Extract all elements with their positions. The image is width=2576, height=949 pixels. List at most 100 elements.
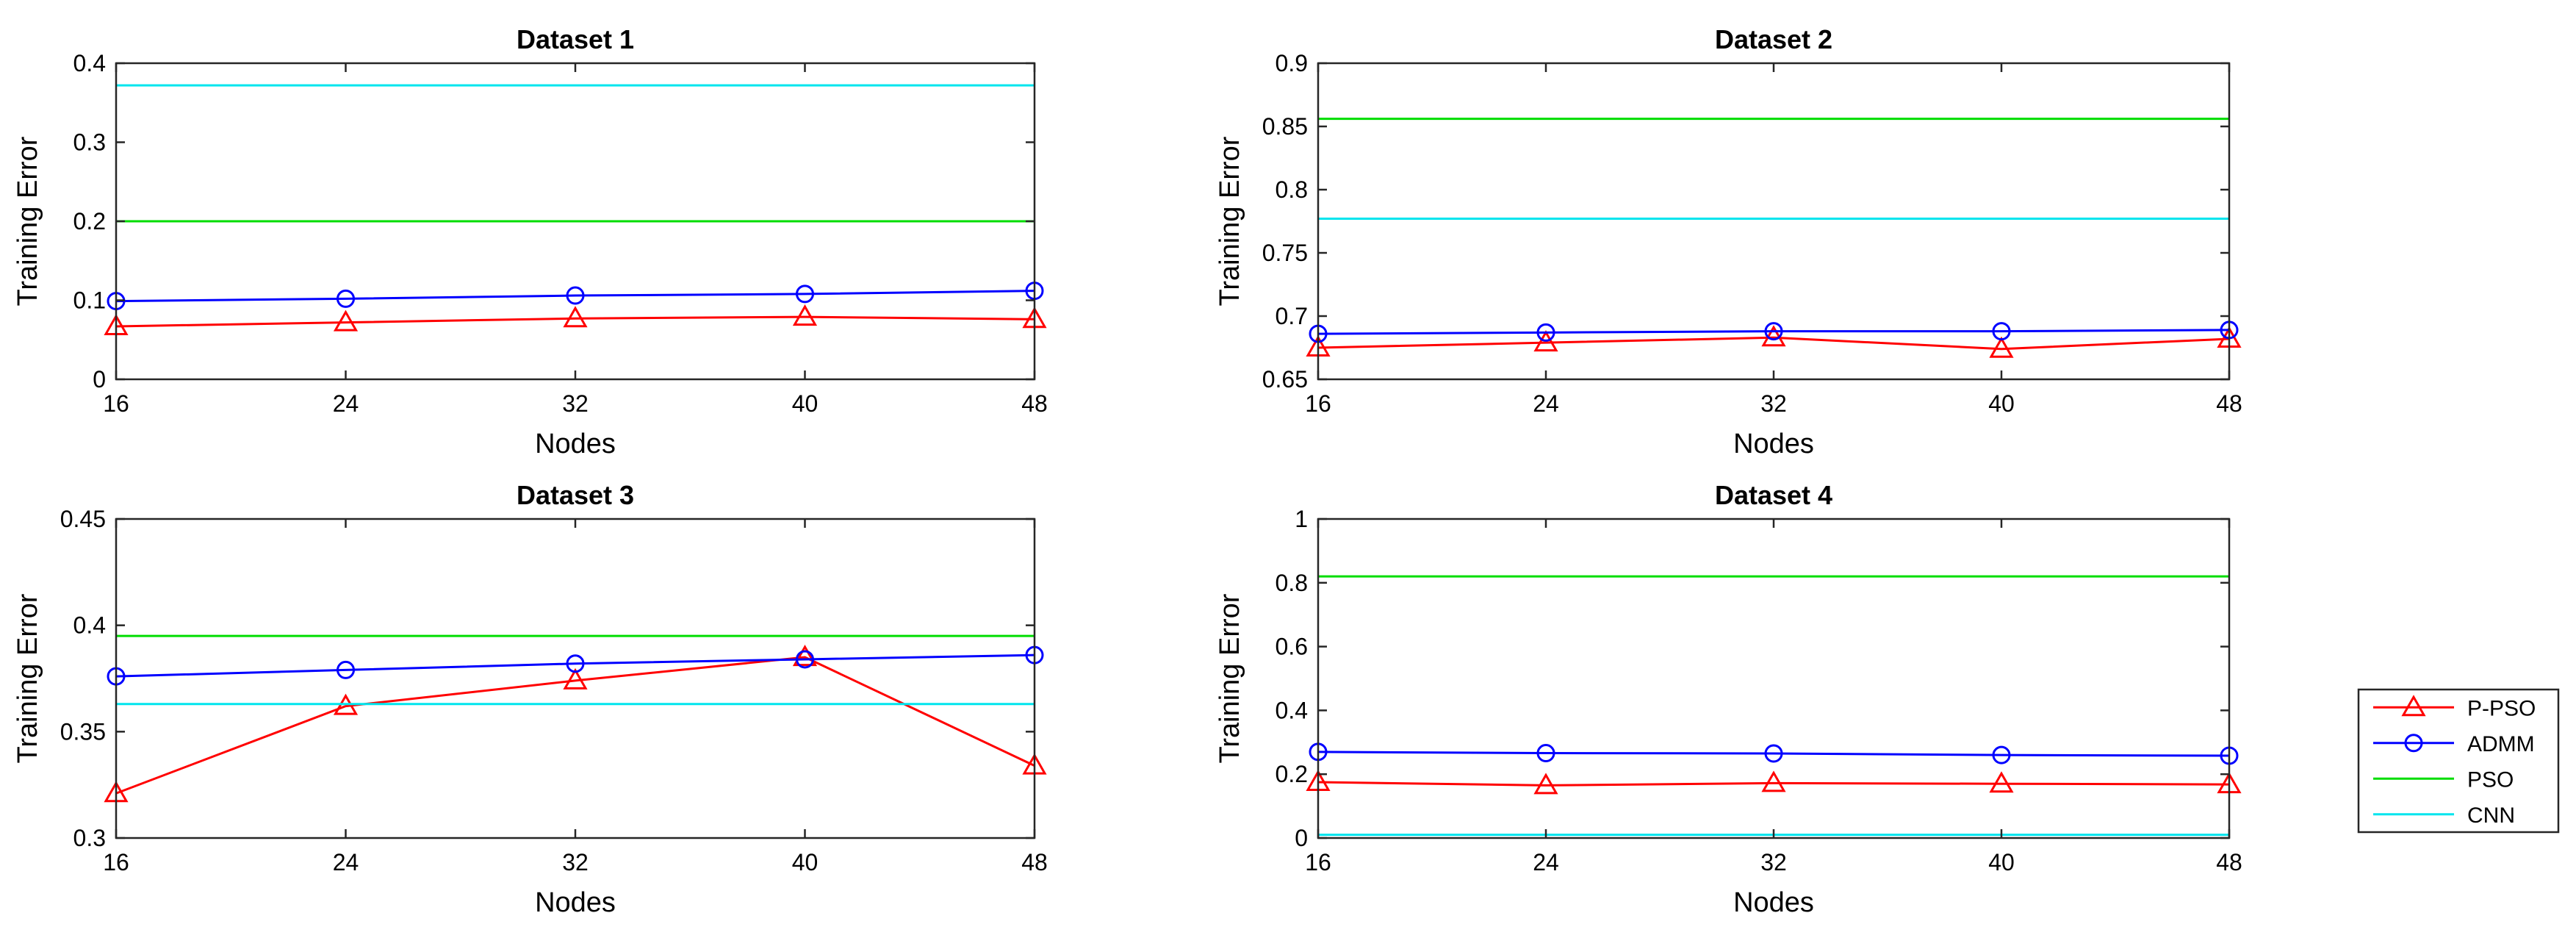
data-point-triangle (792, 304, 818, 326)
y-tick-label: 0.9 (1276, 50, 1308, 76)
data-point-triangle (563, 667, 588, 690)
data-point-triangle (333, 309, 359, 332)
plot-area (116, 519, 1035, 838)
legend-marker-triangle (2401, 695, 2426, 717)
data-point-circle (796, 650, 814, 669)
x-tick-label: 48 (1021, 390, 1048, 417)
x-tick-label: 16 (103, 390, 129, 417)
y-tick-label: 0.1 (73, 287, 106, 314)
data-point-triangle (792, 645, 818, 667)
y-axis-label: Training Error (1215, 136, 1245, 306)
data-point-circle (337, 289, 355, 308)
series-line-admm (1317, 751, 2230, 757)
chart-title: Dataset 4 (1715, 480, 1832, 510)
x-axis-label: Nodes (535, 429, 616, 459)
data-point-triangle (1533, 773, 1558, 795)
chart-title: Dataset 1 (517, 24, 634, 54)
legend-marker-circle (2404, 734, 2423, 753)
legend-entry-pso: PSO (2373, 767, 2514, 792)
y-tick-label: 0.35 (60, 718, 106, 745)
legend-box (2357, 688, 2560, 834)
y-tick-label: 0.8 (1276, 570, 1308, 596)
legend-entry-admm: ADMM (2373, 732, 2535, 756)
y-tick-label: 0 (93, 366, 106, 393)
y-tick-label: 0.75 (1262, 240, 1308, 266)
chart-panel-4: Dataset 4 16 24 32 40 48 0 0.2 0.4 0.6 0.8 1 Nodes Tr… (1215, 480, 2242, 918)
x-tick-label: 40 (792, 390, 819, 417)
y-tick-label: 0.65 (1262, 366, 1308, 393)
x-tick-label: 48 (2216, 390, 2242, 417)
y-tick-label: 0.6 (1276, 634, 1308, 660)
y-tick-label: 0.4 (1276, 697, 1308, 723)
legend-entry-cnn: CNN (2373, 803, 2515, 828)
x-tick-label: 24 (333, 849, 359, 875)
x-tick-label: 32 (562, 390, 589, 417)
y-tick-label: 0.3 (73, 129, 106, 156)
legend: P-PSO ADMM PSO CNN (2357, 688, 2560, 834)
y-tick-label: 0.4 (73, 612, 106, 639)
series-admm (1309, 742, 2239, 765)
legend-label: CNN (2467, 803, 2515, 828)
chart-title: Dataset 2 (1715, 24, 1832, 54)
x-tick-label: 24 (1533, 390, 1559, 417)
y-tick-label: 0.45 (60, 506, 106, 532)
data-point-circle (1764, 322, 1783, 341)
data-point-circle (1536, 323, 1555, 342)
y-tick-label: 0.2 (1276, 761, 1308, 787)
x-tick-label: 16 (1305, 849, 1331, 875)
x-tick-label: 48 (1021, 849, 1048, 875)
y-tick-label: 1 (1295, 506, 1308, 532)
series-line-p-pso (115, 656, 1035, 795)
data-point-circle (1992, 322, 2011, 341)
x-tick-label: 40 (792, 849, 819, 875)
series-line-admm (115, 653, 1035, 678)
chart-panel-2: Dataset 2 16 24 32 40 48 0.65 0.7 0.75 0.8 0.85 0.9… (1215, 24, 2242, 459)
y-tick-label: 0.3 (73, 825, 106, 851)
data-point-circle (1536, 744, 1555, 763)
y-tick-label: 0.85 (1262, 113, 1308, 140)
x-tick-label: 40 (1988, 849, 2015, 875)
legend-label: ADMM (2467, 732, 2535, 756)
y-axis-label: Training Error (1215, 593, 1245, 763)
y-tick-label: 0.4 (73, 50, 106, 76)
x-tick-label: 32 (562, 849, 589, 875)
y-tick-label: 0.2 (73, 208, 106, 234)
data-point-triangle (1989, 771, 2014, 793)
series-line-p-pso (1317, 781, 2230, 787)
y-axis-label: Training Error (12, 136, 43, 306)
data-point-circle (796, 284, 814, 304)
x-axis-label: Nodes (535, 887, 616, 918)
data-point-triangle (1533, 330, 1558, 352)
data-point-triangle (1989, 336, 2014, 358)
data-point-circle (566, 654, 585, 673)
data-point-circle (1764, 744, 1783, 763)
data-point-triangle (1761, 770, 1786, 792)
x-axis-label: Nodes (1733, 887, 1814, 918)
series-line-p-pso (1317, 336, 2230, 351)
legend-label: P-PSO (2467, 696, 2536, 720)
x-tick-label: 16 (1305, 390, 1331, 417)
chart-panel-3: Dataset 3 16 24 32 40 48 0.3 0.35 0.4 0.45 Nodes Tr… (12, 480, 1048, 918)
data-point-circle (566, 286, 585, 305)
x-tick-label: 16 (103, 849, 129, 875)
x-tick-label: 32 (1760, 390, 1787, 417)
y-tick-label: 0.8 (1276, 176, 1308, 203)
y-tick-label: 0.7 (1276, 303, 1308, 329)
x-tick-label: 24 (333, 390, 359, 417)
x-tick-label: 48 (2216, 849, 2242, 875)
data-point-circle (337, 660, 355, 679)
chart-panel-1: Dataset 1 16 24 32 40 48 0 0.1 0.2 0.3 0.4 Nodes Tra… (12, 24, 1048, 459)
y-axis-label: Training Error (12, 593, 43, 763)
series-line-admm (115, 290, 1035, 303)
series-line-p-pso (115, 315, 1035, 328)
series-line-admm (1317, 329, 2230, 335)
data-point-circle (1992, 745, 2011, 764)
legend-entry-p-pso: P-PSO (2373, 695, 2536, 720)
legend-label: PSO (2467, 767, 2514, 792)
x-axis-label: Nodes (1733, 429, 1814, 459)
chart-title: Dataset 3 (517, 480, 634, 510)
x-tick-label: 24 (1533, 849, 1559, 875)
y-tick-label: 0 (1295, 825, 1308, 851)
x-tick-label: 32 (1760, 849, 1787, 875)
